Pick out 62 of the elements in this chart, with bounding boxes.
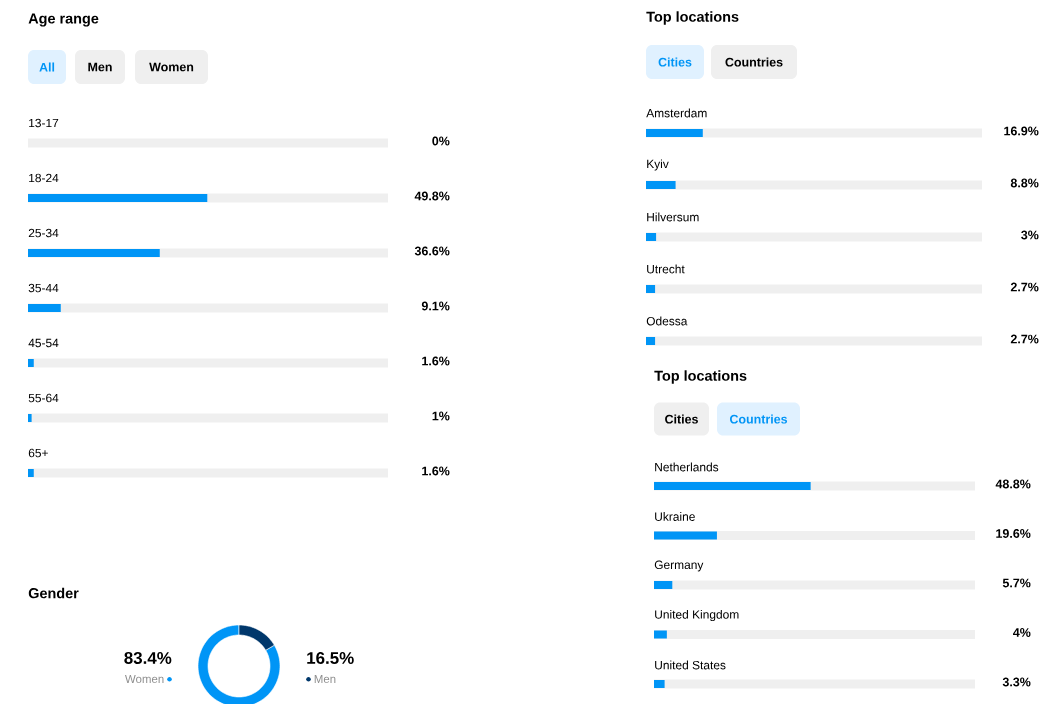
bar — [654, 531, 717, 540]
text: Cities — [665, 414, 698, 424]
data-label: 49.8% — [414, 191, 450, 201]
bar — [654, 630, 667, 639]
y-tick-label: 55-64 — [28, 393, 59, 403]
y-tick-label: 45-54 — [28, 338, 59, 348]
text: Women — [149, 62, 194, 72]
y-tick-label: 25-34 — [28, 228, 59, 238]
y-tick-label: Germany — [654, 560, 704, 572]
data-label: 2.7% — [1010, 282, 1039, 292]
y-tick-label: 13-17 — [29, 118, 59, 128]
y-tick-label: Amsterdam — [646, 108, 707, 118]
bar — [646, 285, 656, 293]
chart-title: Age range — [28, 13, 99, 27]
y-tick-label: 65+ — [28, 448, 48, 458]
data-label: 48.8% — [995, 479, 1031, 489]
text: Countries — [729, 414, 788, 424]
y-tick-label: Utrecht — [647, 264, 685, 274]
y-tick-label: United Kingdom — [655, 609, 739, 622]
text: Men — [88, 62, 112, 72]
data-label: 16.9% — [1004, 126, 1039, 136]
y-tick-label: Hilversum — [647, 212, 699, 222]
bar — [654, 680, 665, 689]
data-label: 9.1% — [421, 301, 450, 311]
data-label: 2.7% — [1010, 334, 1039, 344]
chart-title: Top locations — [654, 370, 747, 384]
y-tick-label: United States — [655, 660, 726, 670]
text: Cities — [658, 57, 692, 67]
data-label: 3.3% — [1002, 677, 1031, 687]
y-tick-label: Netherlands — [655, 462, 719, 472]
bar — [28, 469, 34, 477]
y-tick-label: Kyiv — [647, 159, 669, 171]
bar — [646, 181, 676, 189]
y-tick-label: 18-24 — [29, 173, 59, 183]
data-label: 8.8% — [1010, 178, 1039, 188]
bar — [646, 337, 656, 345]
bar — [646, 129, 703, 137]
text: All — [39, 62, 55, 72]
chart-title: Top locations — [646, 11, 739, 25]
y-tick-label: Ukraine — [655, 512, 695, 521]
data-label: 3% — [1021, 230, 1039, 240]
bar — [28, 414, 32, 422]
legend-label: Men — [314, 675, 336, 683]
chart-title: Gender — [28, 587, 79, 599]
data-label: 0% — [432, 136, 450, 146]
data-label: 36.6% — [414, 246, 450, 256]
data-label: 19.6% — [996, 529, 1031, 538]
data-label: 16.5% — [307, 652, 354, 664]
data-label: 5.7% — [1002, 578, 1031, 588]
bar — [28, 304, 61, 313]
y-tick-label: 35-44 — [28, 283, 59, 293]
slice-label: Women — [124, 675, 164, 683]
y-tick-label: Odessa — [646, 316, 688, 326]
data-label: 1% — [432, 411, 450, 421]
text: Countries — [725, 57, 783, 67]
data-label: 83.4% — [124, 651, 172, 664]
data-label: 1.6% — [422, 466, 450, 476]
data-label: 1.6% — [422, 356, 450, 366]
bar — [28, 359, 34, 367]
bar — [646, 233, 657, 241]
data-label: 4% — [1013, 628, 1031, 637]
bar — [654, 581, 673, 589]
